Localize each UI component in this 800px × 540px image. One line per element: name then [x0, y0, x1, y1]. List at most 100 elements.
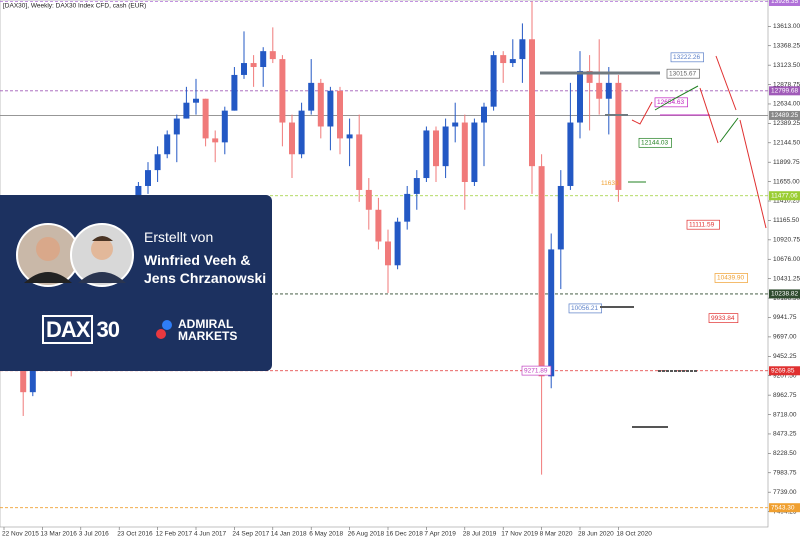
candle-body: [356, 134, 363, 190]
y-tick-label: 8718.00: [773, 411, 797, 418]
x-tick-label: 12 Feb 2017: [156, 531, 193, 538]
candle-body: [385, 241, 391, 266]
level-label: 12799.68: [771, 88, 798, 95]
candle-body: [241, 63, 247, 75]
arrow: [699, 87, 719, 144]
x-tick-label: 26 Aug 2018: [348, 531, 385, 538]
arrow: [654, 85, 699, 111]
y-tick-label: 10431.25: [773, 275, 800, 282]
y-tick-label: 13123.50: [773, 62, 800, 69]
candle-body: [615, 82, 622, 190]
candle-body: [317, 82, 324, 127]
dot: [156, 329, 166, 339]
candle-body: [404, 193, 411, 222]
candle-body: [145, 170, 151, 186]
annotation-box: [666, 68, 700, 79]
y-tick-label: 8228.50: [773, 450, 797, 457]
candle-body: [490, 55, 497, 107]
body: [78, 272, 126, 283]
level-label-box: [769, 366, 800, 376]
candle-body: [596, 82, 603, 99]
y-tick-label: 8473.25: [773, 431, 797, 438]
face: [36, 237, 60, 261]
annotation-box: [568, 303, 602, 314]
candle-body: [548, 249, 555, 377]
candle-body: [164, 134, 171, 155]
y-tick-label: 7983.75: [773, 469, 797, 476]
arrow: [631, 101, 653, 125]
index-logo: DAX 30: [42, 315, 120, 344]
index-number: 30: [96, 317, 120, 342]
x-tick-label: 13 Mar 2016: [40, 531, 77, 538]
y-tick-label: 12634.00: [773, 101, 800, 108]
level-label-box: [769, 289, 800, 299]
candle-body: [442, 126, 449, 167]
candle-body: [394, 221, 401, 266]
candle-body: [577, 70, 583, 123]
candle-body: [308, 82, 315, 111]
candle-body: [337, 90, 343, 139]
author: Jens Chrzanowski: [144, 270, 267, 286]
face: [91, 238, 113, 260]
y-tick-label: 11899.75: [773, 159, 800, 166]
candle-body: [461, 122, 468, 183]
x-tick-label: 28 Jun 2020: [578, 531, 614, 538]
arrow: [739, 119, 767, 229]
candle-body: [279, 59, 286, 123]
annotation: 11633: [601, 180, 619, 187]
annotation-box: [708, 313, 739, 323]
level-label: 9269.85: [771, 367, 795, 374]
author: Winfried Veeh &: [144, 252, 251, 268]
level-label: 13926.35: [771, 0, 798, 5]
candle-body: [212, 138, 219, 143]
annotation-box: [714, 273, 748, 283]
candle-body: [509, 59, 516, 64]
candle-body: [298, 110, 305, 155]
arrow: [719, 117, 739, 143]
y-tick-label: 12389.25: [773, 120, 800, 127]
x-tick-label: 6 May 2018: [309, 531, 343, 538]
candle-body: [471, 122, 478, 183]
x-tick-label: 3 Jul 2016: [79, 531, 109, 538]
y-tick-label: 11655.00: [773, 178, 800, 185]
candle-body: [269, 51, 276, 60]
created-by: Erstellt von: [144, 229, 214, 245]
level-label-box: [769, 110, 800, 120]
annotation: 11111.59: [689, 221, 715, 228]
candle-body: [529, 39, 535, 167]
annotation: 12654.63: [657, 99, 684, 106]
level-label-box: [769, 86, 800, 96]
author-photos: [16, 223, 134, 287]
x-tick-label: 28 Jul 2019: [463, 531, 497, 538]
x-tick-label: 8 Mar 2020: [540, 531, 573, 538]
annotation-box: [686, 219, 720, 230]
x-tick-label: 23 Oct 2016: [117, 531, 153, 538]
candle-body: [202, 98, 209, 139]
candle-body: [154, 154, 161, 171]
y-tick-label: 9697.00: [773, 334, 797, 341]
level-label: 7543.30: [771, 504, 795, 511]
y-tick-label: 9207.50: [773, 372, 797, 379]
projections: [540, 55, 767, 428]
candle-body: [452, 122, 459, 127]
arrow: [715, 55, 737, 111]
y-tick-label: 10920.75: [773, 237, 800, 244]
level-label-box: [769, 191, 800, 201]
candle-body: [557, 185, 564, 250]
level-label-box: [769, 0, 800, 6]
level-label: 11477.06: [771, 192, 798, 199]
annotation: 9933.84: [711, 315, 735, 322]
brand-line: ADMIRAL: [178, 317, 234, 331]
index-name: DAX: [42, 315, 94, 344]
candle-body: [375, 209, 382, 242]
x-tick-label: 14 Jan 2018: [271, 531, 307, 538]
level-label: 10238.82: [771, 291, 798, 298]
x-tick-label: 18 Oct 2020: [616, 531, 652, 538]
y-tick-label: 11410.25: [773, 198, 800, 205]
y-tick-label: 13368.25: [773, 42, 800, 49]
candle-body: [500, 55, 507, 64]
y-tick-label: 13613.00: [773, 23, 800, 30]
candle-body: [538, 166, 545, 377]
